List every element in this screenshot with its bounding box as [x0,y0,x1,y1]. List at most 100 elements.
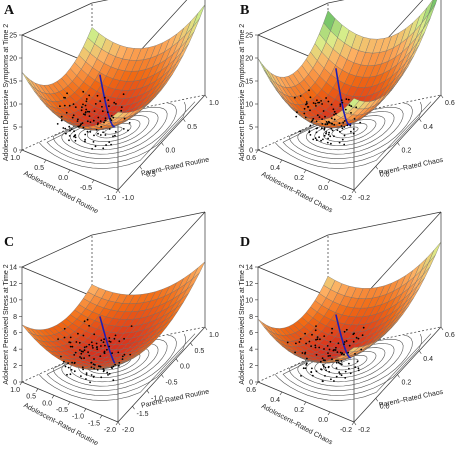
z-axis-label: Adolescent Perceived Stress at Time 2 [3,264,10,384]
data-point [84,349,86,351]
y-tick-label: 0.0 [318,185,328,192]
data-point [98,365,100,367]
data-point [320,361,322,363]
data-point [358,367,360,369]
data-point [321,369,323,371]
x-tick-label: 0.6 [445,100,455,107]
data-point [68,126,70,128]
data-point [353,133,355,135]
data-point [100,120,102,122]
z-tick-label: 14 [245,265,253,272]
data-point [335,113,337,115]
data-point [107,111,109,113]
data-point [64,128,66,130]
data-point [85,378,87,380]
data-point [310,96,312,98]
data-point [349,345,351,347]
data-point [104,345,106,347]
data-point [105,144,107,146]
data-point [100,366,102,368]
data-point [75,106,77,108]
x-tick-mark [205,327,207,330]
data-point [350,125,352,127]
z-tick-label: 5 [249,125,253,132]
data-point [61,119,63,121]
x-tick-label: 1.0 [209,100,219,107]
data-point [84,346,86,348]
data-point [118,365,120,367]
y-tick-mark [256,150,258,153]
data-point [332,130,334,132]
data-point [82,91,84,93]
data-point [322,380,324,382]
data-point [343,354,345,356]
data-point [353,341,355,343]
data-point [73,354,75,356]
y-tick-label: -1.0 [104,195,116,202]
surface-cell [429,242,441,263]
data-point [299,130,301,132]
data-point [69,135,71,137]
data-point [87,351,89,353]
data-point [360,349,362,351]
data-point [70,342,72,344]
data-point [115,335,117,337]
data-point [108,337,110,339]
data-point [100,126,102,128]
data-point [294,97,296,99]
x-tick-label: 0.0 [166,148,176,155]
x-tick-label: 0.2 [402,148,412,155]
data-point [346,98,348,100]
data-point [315,105,317,107]
data-point [323,348,325,350]
data-point [305,343,307,345]
data-point [294,352,296,354]
data-point [97,369,99,371]
x-tick-mark [162,143,164,146]
x-tick-mark [183,119,185,122]
data-point [300,338,302,340]
data-point [57,338,59,340]
x-tick-mark [118,422,120,425]
z-tick-label: 15 [245,79,253,86]
z-axis-label: Adolescent Depressive Symptoms at Time 2 [3,24,10,161]
data-point [353,128,355,130]
y-tick-mark [20,150,22,153]
data-point [97,122,99,124]
data-point [323,366,325,368]
z-tick-label: 8 [249,314,253,321]
data-point [91,341,93,343]
data-point [73,130,75,132]
data-point [337,351,339,353]
data-point [103,368,105,370]
data-point [75,352,77,354]
data-point [110,144,112,146]
x-tick-label: 0.0 [180,364,190,371]
panel-letter: B [240,3,249,18]
data-point [107,99,109,101]
data-point [97,133,99,135]
x-tick-label: 0.2 [402,380,412,387]
data-point [295,343,297,345]
x-tick-mark [419,351,421,354]
data-point [64,105,66,107]
data-point [86,98,88,100]
data-point [113,366,115,368]
data-point [88,355,90,357]
data-point [87,131,89,133]
x-tick-mark [398,375,400,378]
data-point [339,105,341,107]
data-point [90,121,92,123]
data-point [318,136,320,138]
data-point [65,133,67,135]
y-tick-label: -1.0 [72,414,84,421]
x-tick-label: 0.5 [195,348,205,355]
data-point [66,374,68,376]
z-tick-label: 0 [13,380,17,387]
z-tick-label: 20 [9,56,17,63]
data-point [81,106,83,108]
data-point [96,346,98,348]
data-point [89,131,91,133]
